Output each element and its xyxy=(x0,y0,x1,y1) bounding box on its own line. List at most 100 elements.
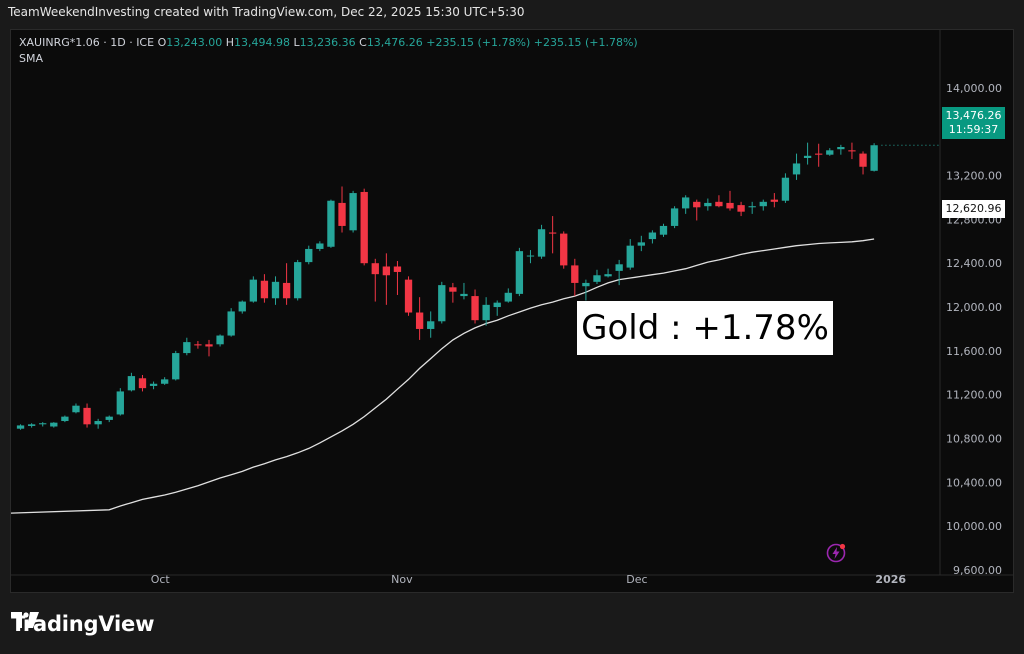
candle-body xyxy=(338,202,346,226)
chart-panel[interactable] xyxy=(10,29,1014,593)
candle-body xyxy=(438,285,446,322)
candle-body xyxy=(271,281,280,299)
lightning-icon[interactable] xyxy=(826,543,846,563)
candle-body xyxy=(194,344,202,346)
candle-body xyxy=(848,150,856,152)
y-tick-label: 12,000.00 xyxy=(946,301,1002,314)
candle-body xyxy=(870,145,878,171)
candle-body xyxy=(648,232,657,240)
candle-body xyxy=(39,423,47,425)
change-value: +235.15 (+1.78%) xyxy=(426,36,531,49)
candle-body xyxy=(94,421,102,425)
candle-body xyxy=(172,353,180,380)
y-tick-label: 12,400.00 xyxy=(946,257,1002,270)
candle-body xyxy=(83,407,91,425)
y-tick-label: 13,200.00 xyxy=(946,170,1002,183)
symbol-label[interactable]: XAUINRG*1.06 · 1D · ICE xyxy=(19,36,155,49)
candle-body xyxy=(238,301,246,312)
bar-countdown: 11:59:37 xyxy=(948,123,999,136)
y-tick-label: 10,400.00 xyxy=(946,476,1002,489)
candle-body xyxy=(205,344,213,347)
candle-body xyxy=(604,274,612,277)
candle-body xyxy=(105,416,113,420)
candle-body xyxy=(294,262,302,299)
candle-body xyxy=(249,279,257,302)
candle-body xyxy=(626,245,634,268)
candle-body xyxy=(803,155,812,158)
candle-body xyxy=(349,193,357,231)
candle-body xyxy=(593,275,601,282)
candle-body xyxy=(360,191,368,264)
candle-body xyxy=(216,335,224,345)
candle-body xyxy=(471,296,479,321)
sma-indicator-label[interactable]: SMA xyxy=(19,52,43,65)
candle-body xyxy=(560,233,568,266)
sma-line xyxy=(10,238,875,514)
y-tick-label: 14,000.00 xyxy=(946,82,1002,95)
candle-body xyxy=(382,266,391,276)
candle-body xyxy=(16,425,25,429)
candle-body xyxy=(515,251,524,294)
open-key: O xyxy=(157,36,167,49)
x-tick-label: Oct xyxy=(151,573,171,586)
candle-body xyxy=(460,293,468,297)
candle-body xyxy=(615,264,623,271)
y-tick-label: 9,600.00 xyxy=(953,564,1002,577)
candle-body xyxy=(127,376,136,391)
candle-body xyxy=(637,242,645,246)
y-tick-label: 11,200.00 xyxy=(946,389,1002,402)
candle-body xyxy=(316,243,324,249)
candle-body xyxy=(482,304,490,321)
candle-body xyxy=(415,312,424,329)
candle-body xyxy=(116,391,124,415)
candle-body xyxy=(282,282,291,299)
candle-body xyxy=(682,197,690,209)
tradingview-logo-icon xyxy=(11,612,39,628)
candle-body xyxy=(670,208,679,226)
candle-body xyxy=(748,206,756,208)
candle-body xyxy=(61,416,69,422)
candle-body xyxy=(737,205,745,212)
candle-body xyxy=(792,163,801,175)
y-tick-label: 10,800.00 xyxy=(946,433,1002,446)
candle-body xyxy=(227,311,235,336)
candle-body xyxy=(183,342,191,354)
candle-body xyxy=(837,147,845,150)
candle-body xyxy=(526,255,535,257)
high-key: H xyxy=(225,36,235,49)
candle-body xyxy=(27,424,36,426)
gold-annotation: Gold : +1.78% xyxy=(577,301,833,355)
last-price-tag: 13,476.26 11:59:37 xyxy=(942,107,1005,139)
candle-body xyxy=(571,265,579,283)
candle-body xyxy=(548,232,557,234)
candle-body xyxy=(770,199,779,202)
candle-body xyxy=(160,379,169,384)
x-tick-label: Nov xyxy=(391,573,413,586)
candle-body xyxy=(371,263,379,275)
candle-body xyxy=(404,279,413,313)
candle-body xyxy=(759,201,767,207)
candle-body xyxy=(504,292,512,302)
close-key: C xyxy=(359,36,367,49)
brand-footer: TradingView xyxy=(11,612,154,636)
candle-body xyxy=(327,200,335,247)
last-price-value: 13,476.26 xyxy=(945,109,1002,122)
candle-body xyxy=(138,378,147,389)
x-tick-label: 2026 xyxy=(875,573,906,586)
low-key: L xyxy=(293,36,300,49)
candle-body xyxy=(659,225,668,235)
candle-body xyxy=(726,202,734,209)
low-value: 13,236.36 xyxy=(299,36,356,49)
candle-body xyxy=(427,321,435,329)
candle-body xyxy=(715,201,723,207)
candle-body xyxy=(493,302,501,308)
candle-body xyxy=(449,287,457,292)
candle-body xyxy=(781,177,790,201)
chart-caption: TeamWeekendInvesting created with Tradin… xyxy=(8,5,525,19)
candle-body xyxy=(50,422,58,427)
candle-body xyxy=(260,280,269,299)
candle-body xyxy=(859,153,867,167)
y-tick-label: 10,000.00 xyxy=(946,520,1002,533)
change-value-2: +235.15 (+1.78%) xyxy=(533,36,638,49)
